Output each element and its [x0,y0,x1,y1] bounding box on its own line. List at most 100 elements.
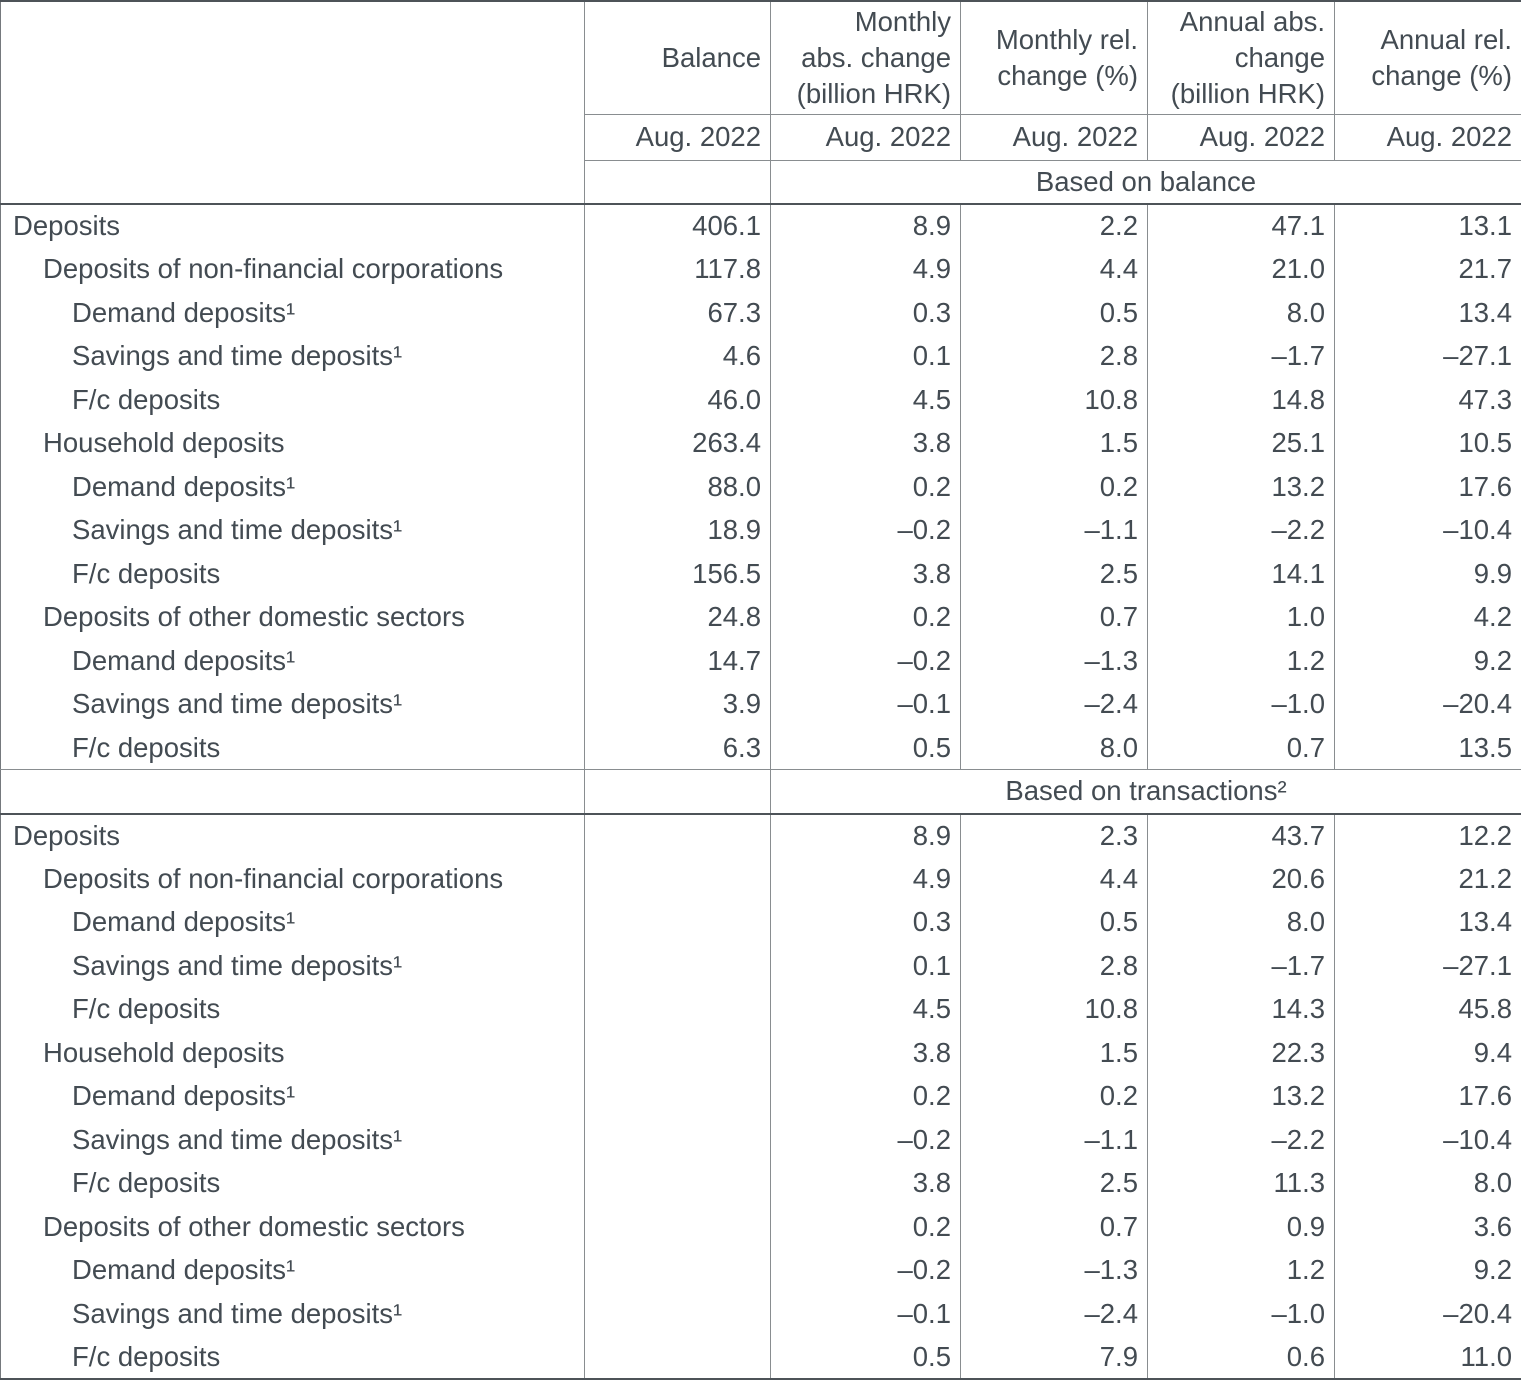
period-cell-annual-abs: Aug. 2022 [1147,114,1335,161]
table-row: Demand deposits¹ 0.3 0.5 8.0 13.4 [0,900,1521,944]
cell-annual-abs-change: 43.7 [1147,813,1335,857]
cell-annual-rel-change: 3.6 [1334,1205,1521,1249]
cell-monthly-abs-change: –0.2 [770,1248,961,1292]
cell-monthly-rel-change: –1.1 [960,1118,1148,1162]
cell-annual-rel-change: –20.4 [1334,682,1521,726]
cell-balance: 88.0 [584,465,771,509]
cell-balance: 4.6 [584,334,771,378]
cell-annual-abs-change: 0.7 [1147,726,1335,770]
cell-monthly-abs-change: 0.1 [770,944,961,988]
cell-monthly-abs-change: 3.8 [770,1031,961,1075]
cell-balance [584,900,771,944]
table-row: Household deposits 3.8 1.5 22.3 9.4 [0,1031,1521,1075]
row-label: Savings and time deposits¹ [72,514,403,546]
column-header-balance: Balance [584,1,771,115]
table-row: Deposits 406.1 8.9 2.2 47.1 13.1 [0,204,1521,248]
section-based-on-transactions: Deposits 8.9 2.3 43.7 12.2 Deposits of n… [0,813,1521,1379]
row-label-cell: Demand deposits¹ [0,1248,585,1292]
cell-monthly-abs-change: –0.2 [770,1118,961,1162]
table-row: Demand deposits¹ 67.3 0.3 0.5 8.0 13.4 [0,291,1521,335]
cell-annual-rel-change: 17.6 [1334,1074,1521,1118]
cell-annual-abs-change: 1.2 [1147,639,1335,683]
cell-monthly-rel-change: 7.9 [960,1335,1148,1379]
cell-monthly-rel-change: 2.2 [960,204,1148,248]
row-label-cell: Demand deposits¹ [0,465,585,509]
cell-balance [584,1074,771,1118]
cell-annual-rel-change: 8.0 [1334,1161,1521,1205]
cell-annual-rel-change: 13.4 [1334,291,1521,335]
band-empty-stub-cell [0,769,585,815]
row-label-cell: F/c deposits [0,1335,585,1379]
table-row: Savings and time deposits¹ 0.1 2.8 –1.7 … [0,944,1521,988]
row-label-cell: F/c deposits [0,378,585,422]
cell-annual-abs-change: –1.0 [1147,1292,1335,1336]
cell-annual-rel-change: 21.7 [1334,247,1521,291]
cell-balance: 3.9 [584,682,771,726]
cell-monthly-abs-change: –0.2 [770,508,961,552]
cell-monthly-abs-change: 4.9 [770,247,961,291]
row-label: Household deposits [43,427,285,459]
cell-monthly-abs-change: 0.1 [770,334,961,378]
cell-annual-abs-change: 0.6 [1147,1335,1335,1379]
stub-cell [0,1,585,205]
row-label-cell: Savings and time deposits¹ [0,1118,585,1162]
row-label-cell: Deposits of non-financial corporations [0,857,585,901]
table-row: Savings and time deposits¹ –0.1 –2.4 –1.… [0,1292,1521,1336]
section-divider: Based on transactions² [0,769,1521,815]
row-label-cell: Savings and time deposits¹ [0,682,585,726]
cell-monthly-rel-change: 0.2 [960,1074,1148,1118]
row-label-cell: Deposits of other domestic sectors [0,1205,585,1249]
table-row: F/c deposits 46.0 4.5 10.8 14.8 47.3 [0,378,1521,422]
period-cell-monthly-abs: Aug. 2022 [770,114,961,161]
cell-monthly-rel-change: 1.5 [960,1031,1148,1075]
cell-annual-abs-change: 1.0 [1147,595,1335,639]
row-label-cell: Household deposits [0,421,585,465]
cell-monthly-rel-change: –1.3 [960,639,1148,683]
cell-monthly-rel-change: 1.5 [960,421,1148,465]
table-row: F/c deposits 3.8 2.5 11.3 8.0 [0,1161,1521,1205]
period-cell-monthly-rel: Aug. 2022 [960,114,1148,161]
cell-balance: 406.1 [584,204,771,248]
cell-monthly-abs-change: 8.9 [770,813,961,857]
cell-monthly-abs-change: 4.5 [770,987,961,1031]
cell-annual-rel-change: –27.1 [1334,334,1521,378]
cell-monthly-rel-change: –1.1 [960,508,1148,552]
cell-balance: 14.7 [584,639,771,683]
band-empty-cell [584,160,771,205]
row-label: Savings and time deposits¹ [72,340,403,372]
cell-balance [584,813,771,857]
table-header: Balance Monthly abs. change (billion HRK… [0,1,1521,205]
row-label-cell: Demand deposits¹ [0,1074,585,1118]
cell-annual-abs-change: 0.9 [1147,1205,1335,1249]
row-label: Deposits of other domestic sectors [43,1210,465,1242]
cell-annual-rel-change: –27.1 [1334,944,1521,988]
column-header-annual-rel-change: Annual rel. change (%) [1334,1,1521,115]
cell-annual-rel-change: 13.5 [1334,726,1521,770]
row-label-cell: Deposits [0,204,585,248]
cell-annual-abs-change: 13.2 [1147,1074,1335,1118]
table-row: Demand deposits¹ 0.2 0.2 13.2 17.6 [0,1074,1521,1118]
cell-annual-abs-change: –2.2 [1147,508,1335,552]
header-row-titles: Balance Monthly abs. change (billion HRK… [0,1,1521,205]
table-row: F/c deposits 4.5 10.8 14.3 45.8 [0,987,1521,1031]
table-row: Household deposits 263.4 3.8 1.5 25.1 10… [0,421,1521,465]
row-label: F/c deposits [72,993,221,1025]
cell-monthly-abs-change: 0.2 [770,595,961,639]
cell-balance [584,944,771,988]
cell-monthly-abs-change: –0.1 [770,1292,961,1336]
cell-balance [584,1292,771,1336]
cell-annual-abs-change: 14.3 [1147,987,1335,1031]
row-label: F/c deposits [72,731,221,763]
cell-monthly-rel-change: –2.4 [960,1292,1148,1336]
row-label: Savings and time deposits¹ [72,949,403,981]
cell-balance [584,1248,771,1292]
table-row: Savings and time deposits¹ 18.9 –0.2 –1.… [0,508,1521,552]
cell-annual-rel-change: 47.3 [1334,378,1521,422]
period-cell-annual-rel: Aug. 2022 [1334,114,1521,161]
cell-monthly-rel-change: 0.2 [960,465,1148,509]
cell-monthly-rel-change: 0.7 [960,1205,1148,1249]
cell-annual-rel-change: 10.5 [1334,421,1521,465]
band-row-balance: Based on balance [1,160,1521,205]
row-label-cell: Savings and time deposits¹ [0,334,585,378]
row-label: F/c deposits [72,383,221,415]
